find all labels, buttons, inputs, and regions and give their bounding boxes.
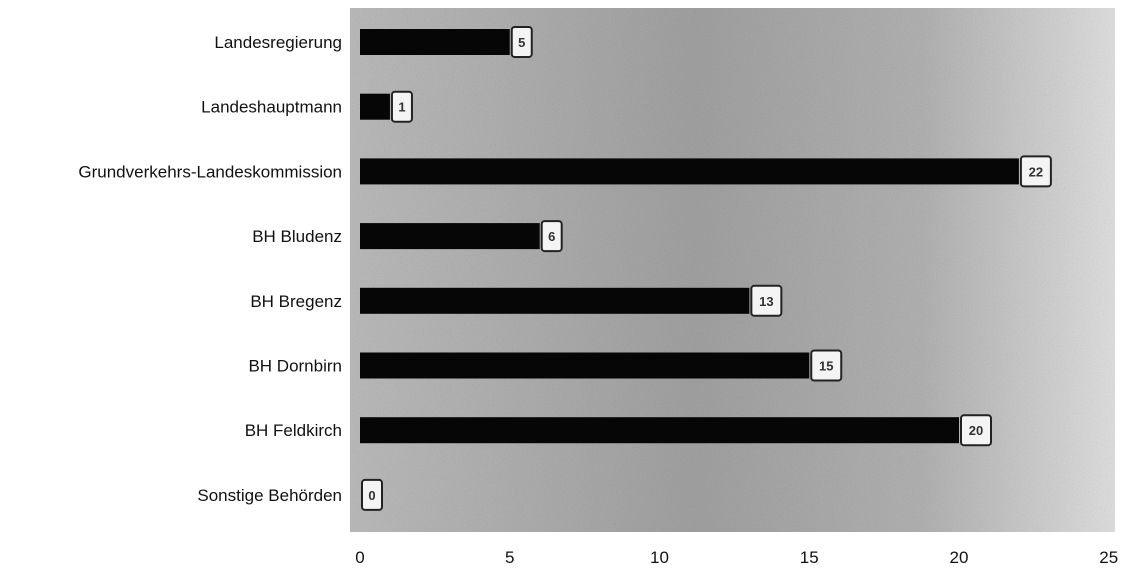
category-label: Landeshauptmann xyxy=(201,98,342,117)
category-label: BH Dornbirn xyxy=(248,357,342,376)
bar xyxy=(360,223,540,250)
data-label-text: 15 xyxy=(819,359,833,374)
data-label-text: 13 xyxy=(759,294,773,309)
x-tick-label: 5 xyxy=(505,548,514,567)
x-axis-tick-labels: 0 5 10 15 20 25 xyxy=(355,548,1118,567)
value-labels-group: 5 1 22 6 13 15 20 0 xyxy=(361,26,1052,511)
data-label: 20 xyxy=(960,414,992,447)
data-label: 5 xyxy=(510,26,533,58)
category-label: BH Feldkirch xyxy=(245,421,342,440)
data-label-box xyxy=(810,349,843,382)
bar xyxy=(360,158,1019,185)
data-label-box xyxy=(390,90,413,123)
data-label: 13 xyxy=(750,284,783,317)
data-label: 22 xyxy=(1019,155,1052,188)
data-label-box xyxy=(750,284,783,317)
x-tick-label: 20 xyxy=(950,548,969,567)
data-label-text: 1 xyxy=(398,100,405,115)
data-label-box xyxy=(540,220,563,253)
bar xyxy=(360,417,959,444)
category-label: BH Bludenz xyxy=(252,227,342,246)
category-label: Grundverkehrs-Landeskommission xyxy=(78,162,342,181)
x-tick-label: 25 xyxy=(1099,548,1118,567)
plot-area xyxy=(350,8,1115,532)
category-label: Landesregierung xyxy=(214,33,342,52)
bars-group xyxy=(360,29,1019,444)
data-label-text: 6 xyxy=(548,229,555,244)
x-tick-label: 0 xyxy=(355,548,364,567)
data-label-box xyxy=(510,26,533,58)
x-tick-label: 10 xyxy=(650,548,669,567)
bar xyxy=(360,352,810,379)
category-label: BH Bregenz xyxy=(250,292,342,311)
data-label-box xyxy=(1019,155,1052,188)
data-label-box xyxy=(361,478,383,511)
category-labels-group: Landesregierung Landeshauptmann Grundverke… xyxy=(78,33,342,505)
plot-background xyxy=(350,8,1115,532)
data-label: 6 xyxy=(540,220,563,253)
data-label-text: 0 xyxy=(368,488,375,503)
data-label: 1 xyxy=(390,90,413,123)
bar xyxy=(360,287,750,314)
data-label-text: 20 xyxy=(969,423,983,438)
bar xyxy=(360,93,390,120)
bar xyxy=(360,29,510,55)
data-label: 0 xyxy=(361,478,383,511)
category-label: Sonstige Behörden xyxy=(197,486,342,505)
data-label-text: 22 xyxy=(1029,164,1043,179)
data-label: 15 xyxy=(810,349,843,382)
data-label-text: 5 xyxy=(518,35,525,50)
data-label-box xyxy=(960,414,992,447)
x-tick-label: 15 xyxy=(800,548,819,567)
